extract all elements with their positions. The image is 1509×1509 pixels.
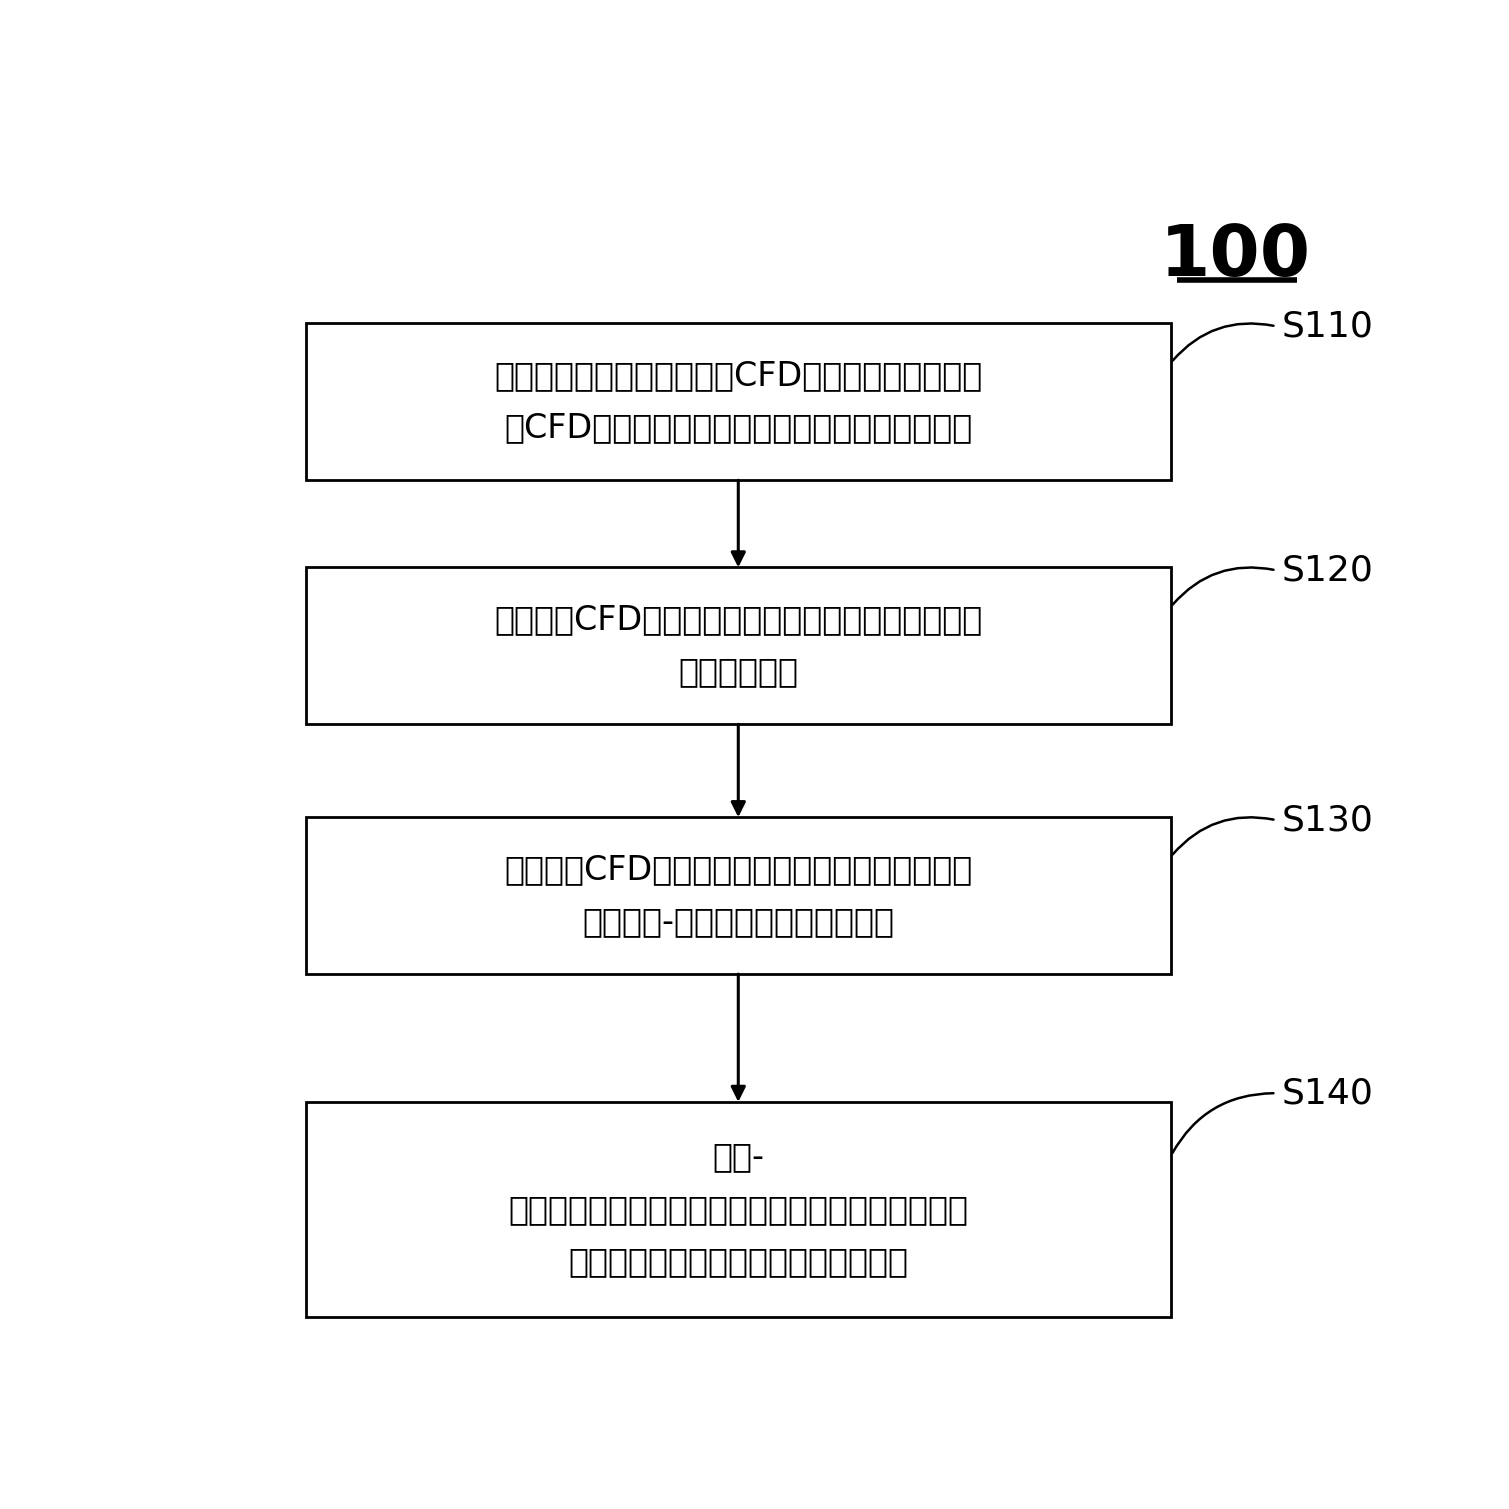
Text: 100: 100 (1160, 222, 1311, 291)
Text: 线性的源-受体关系的空间区域点集: 线性的源-受体关系的空间区域点集 (582, 905, 895, 939)
FancyArrowPatch shape (1172, 818, 1274, 854)
Bar (305, 567, 1171, 724)
FancyArrowPatch shape (1172, 323, 1274, 361)
Bar (305, 1102, 1171, 1317)
Text: 受体关系的空间区域点集进行聚类，确定聚类中心，: 受体关系的空间区域点集进行聚类，确定聚类中心， (509, 1194, 969, 1225)
Text: S120: S120 (1283, 554, 1375, 587)
Text: 点的平均浓度: 点的平均浓度 (678, 655, 798, 688)
Bar (305, 323, 1171, 480)
Text: S130: S130 (1283, 803, 1375, 837)
Text: 根据多个CFD仿真模型的平均浓度，确定满足近似: 根据多个CFD仿真模型的平均浓度，确定满足近似 (504, 853, 972, 886)
Text: S140: S140 (1283, 1076, 1375, 1111)
Text: 对源-: 对源- (712, 1141, 764, 1174)
Text: 根据潜在泄漏场景确定多个CFD仿真模型，并确定多: 根据潜在泄漏场景确定多个CFD仿真模型，并确定多 (493, 359, 982, 392)
Text: S110: S110 (1283, 309, 1375, 344)
Bar (305, 818, 1171, 975)
FancyArrowPatch shape (1172, 1093, 1274, 1153)
FancyArrowPatch shape (1172, 567, 1274, 605)
Text: 确定多个CFD仿真模型在稳态时间区间内的所有空间: 确定多个CFD仿真模型在稳态时间区间内的所有空间 (493, 604, 982, 637)
Text: 并将聚类中心确定为传感器的网络节点: 并将聚类中心确定为传感器的网络节点 (569, 1245, 908, 1278)
Text: 个CFD仿真模型中泄漏达到稳态时的稳态时间区间: 个CFD仿真模型中泄漏达到稳态时的稳态时间区间 (504, 412, 972, 445)
